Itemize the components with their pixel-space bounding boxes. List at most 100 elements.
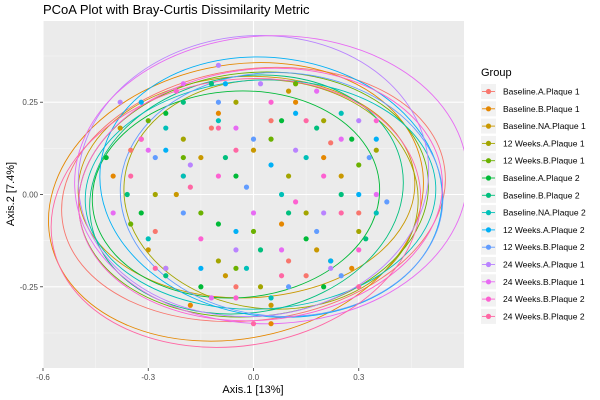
sample-point (303, 118, 309, 124)
sample-point (215, 110, 222, 116)
sample-point (285, 173, 292, 179)
legend-item: 12 Weeks.B.Plaque 1 (481, 153, 585, 169)
legend-key-point (485, 227, 492, 233)
sample-point (268, 99, 274, 105)
group-ellipse (50, 78, 422, 348)
sample-point (138, 210, 144, 216)
sample-point (285, 210, 292, 216)
legend-label: 12 Weeks.A.Plaque 2 (503, 225, 585, 235)
y-tick-label: 0.25 (22, 98, 38, 107)
sample-point (278, 273, 285, 279)
sample-point (285, 258, 292, 264)
sample-point (187, 162, 193, 168)
sample-point (187, 302, 193, 308)
sample-point (373, 191, 379, 198)
plot-content (48, 35, 464, 348)
group-ellipse (61, 66, 446, 323)
sample-point (128, 147, 134, 153)
legend-key-point (485, 244, 492, 250)
sample-point (233, 147, 239, 153)
sample-point (222, 154, 229, 161)
chart-title: PCoA Plot with Bray-Curtis Dissimilarity… (43, 2, 310, 17)
legend-item: 12 Weeks.A.Plaque 2 (481, 222, 585, 238)
sample-point (278, 221, 285, 227)
sample-point (215, 118, 222, 124)
sample-point (314, 228, 320, 235)
sample-point (303, 273, 309, 279)
sample-point (250, 228, 257, 235)
sample-point (215, 62, 222, 68)
sample-point (328, 140, 334, 146)
sample-point (233, 99, 239, 105)
points (103, 62, 390, 327)
sample-point (180, 136, 186, 142)
legend-title: Group (481, 67, 512, 79)
sample-point (321, 173, 327, 179)
x-axis-ticks: -0.6 -0.3 0.0 0.3 (36, 368, 365, 382)
sample-point (233, 265, 239, 271)
sample-point (373, 147, 379, 153)
legend-key-point (485, 140, 492, 146)
sample-point (278, 247, 285, 253)
group-ellipse (77, 35, 430, 318)
sample-point (356, 162, 362, 168)
sample-point (321, 154, 327, 161)
legend-item: 24 Weeks.B.Plaque 2 (481, 308, 585, 324)
sample-point (222, 81, 229, 87)
sample-point (384, 199, 390, 205)
sample-point (145, 118, 151, 124)
legend-item: Baseline.B.Plaque 2 (481, 187, 580, 203)
sample-point (250, 210, 257, 216)
sample-point (215, 173, 222, 179)
x-tick-label: 0.0 (248, 373, 260, 382)
sample-point (117, 125, 123, 131)
group-ellipse (119, 72, 444, 317)
sample-point (257, 81, 264, 87)
y-axis-title: Axis.2 [7.4%] (5, 162, 17, 226)
sample-point (145, 147, 151, 153)
legend-label: Baseline.A.Plaque 1 (503, 87, 580, 97)
sample-point (124, 191, 130, 198)
legend-item: Baseline.A.Plaque 2 (481, 170, 580, 186)
legend-label: Baseline.B.Plaque 1 (503, 104, 580, 114)
sample-point (268, 136, 274, 142)
sample-point (356, 247, 362, 253)
legend-item: Baseline.A.Plaque 1 (481, 84, 580, 99)
legend-key-point (485, 175, 492, 181)
sample-point (303, 210, 309, 216)
sample-point (338, 173, 344, 179)
legend-item: Baseline.NA.Plaque 1 (481, 118, 586, 134)
sample-point (173, 88, 179, 94)
sample-point (180, 154, 186, 161)
group-ellipse (74, 35, 464, 325)
sample-point (128, 221, 134, 227)
sample-point (321, 284, 327, 290)
legend-key-point (485, 296, 492, 302)
sample-point (349, 136, 355, 142)
sample-point (268, 118, 274, 124)
group-ellipse (99, 56, 443, 318)
legend-item: 12 Weeks.B.Plaque 2 (481, 239, 585, 255)
legend-key-point (485, 123, 492, 129)
x-tick-label: -0.3 (141, 373, 155, 382)
legend-key-point (485, 106, 492, 112)
sample-point (110, 210, 116, 216)
sample-point (356, 228, 362, 235)
legend-label: 24 Weeks.B.Plaque 2 (503, 311, 585, 321)
sample-point (145, 236, 151, 242)
sample-point (314, 88, 320, 94)
sample-point (257, 284, 264, 290)
sample-point (293, 99, 299, 105)
sample-point (373, 136, 379, 142)
sample-point (314, 125, 320, 131)
x-axis-title: Axis.1 [13%] (222, 384, 283, 396)
sample-point (356, 284, 362, 290)
sample-point (338, 273, 344, 279)
sample-point (233, 228, 239, 235)
sample-point (233, 295, 239, 301)
group-ellipse (89, 74, 404, 315)
x-tick-label: 0.3 (353, 373, 365, 382)
sample-point (163, 265, 169, 271)
sample-point (366, 154, 372, 161)
sample-point (321, 210, 327, 216)
